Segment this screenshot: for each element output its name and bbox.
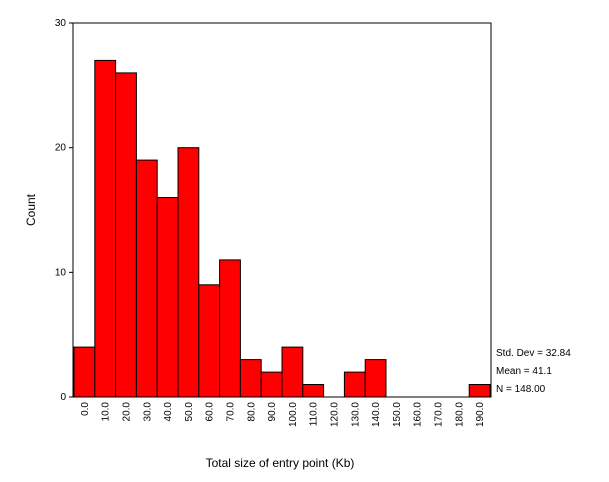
histogram-bar [364, 359, 387, 398]
histogram-bar [115, 72, 137, 398]
y-axis-title: Count [24, 193, 38, 226]
histogram-bar [73, 346, 96, 398]
x-tick-label: 70.0 [226, 402, 237, 422]
histogram-bar [156, 197, 179, 398]
x-tick-label: 10.0 [101, 402, 112, 422]
x-tick-label: 30.0 [142, 402, 153, 422]
x-tick-label: 130.0 [350, 402, 361, 427]
histogram-bar [94, 59, 117, 398]
bars-group [73, 59, 491, 398]
x-tick-label: 170.0 [434, 402, 445, 427]
y-tick-label: 0 [60, 392, 66, 403]
stat-std-dev: Std. Dev = 32.84 [496, 348, 571, 359]
histogram-bar [468, 384, 491, 398]
x-tick-label: 150.0 [392, 402, 403, 427]
x-tick-label: 180.0 [454, 402, 465, 427]
x-tick-label: 110.0 [309, 402, 320, 427]
x-tick-label: 20.0 [122, 402, 133, 422]
histogram-bar [343, 371, 366, 398]
x-axis-title: Total size of entry point (Kb) [206, 456, 355, 470]
x-tick-label: 50.0 [184, 402, 195, 422]
x-tick-label: 100.0 [288, 402, 299, 427]
x-tick-label: 140.0 [371, 402, 382, 427]
x-tick-label: 190.0 [475, 402, 486, 427]
histogram-bar [135, 159, 158, 398]
y-axis-ticks: 0 10 20 30 [55, 18, 73, 403]
histogram-bar [177, 147, 200, 398]
x-tick-label: 60.0 [205, 402, 216, 422]
histogram-bar [219, 259, 241, 398]
y-tick-label: 10 [55, 267, 67, 278]
stat-mean: Mean = 41.1 [496, 366, 552, 377]
x-tick-label: 160.0 [413, 402, 424, 427]
x-tick-label: 0.0 [80, 402, 91, 416]
histogram-bar [281, 346, 304, 398]
histogram-bar [198, 284, 221, 398]
y-tick-label: 30 [55, 18, 67, 29]
histogram-bar [302, 384, 325, 398]
histogram-bar [260, 371, 283, 398]
x-tick-label: 80.0 [246, 402, 257, 422]
y-tick-label: 20 [55, 143, 67, 154]
x-tick-label: 120.0 [330, 402, 341, 427]
stat-n: N = 148.00 [496, 384, 546, 395]
x-tick-label: 90.0 [267, 402, 278, 422]
x-axis-ticks: 0.0 10.0 20.0 30.0 40.0 50.0 60.0 70.0 80.0 90.0 1… [80, 402, 486, 427]
x-tick-label: 40.0 [163, 402, 174, 422]
histogram-bar [239, 359, 262, 398]
